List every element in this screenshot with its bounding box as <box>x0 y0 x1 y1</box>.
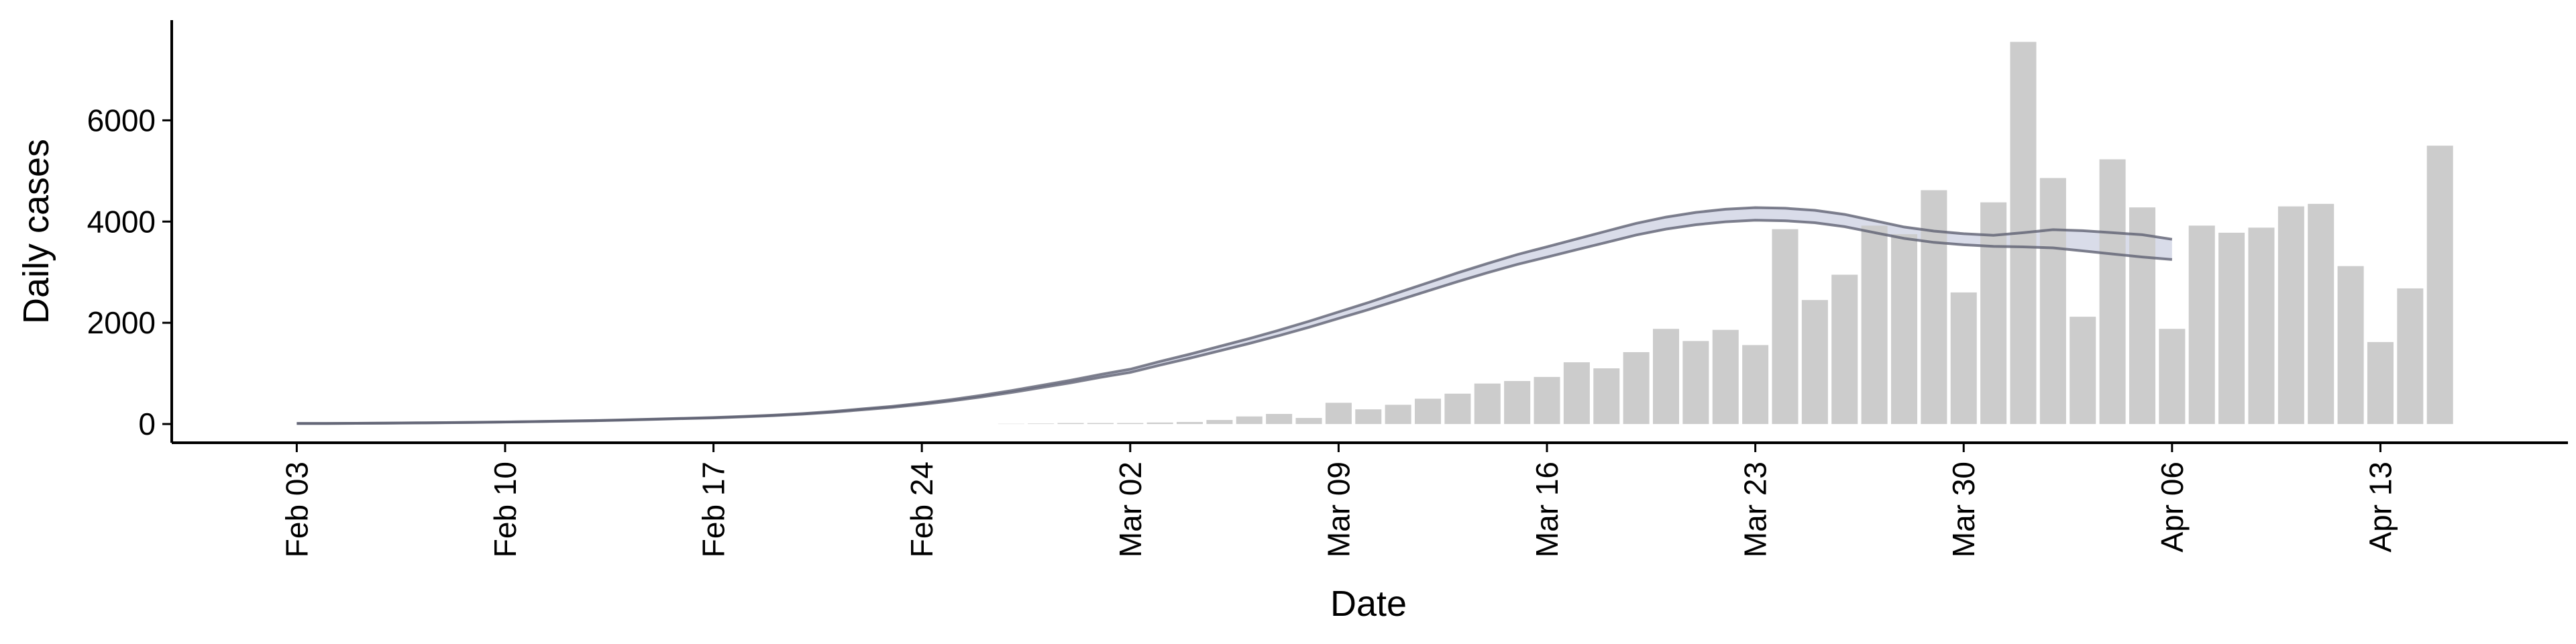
bar <box>2129 207 2155 425</box>
bar <box>1177 422 1203 425</box>
bar <box>1206 420 1233 425</box>
bar <box>1712 329 1739 425</box>
x-axis-title: Date <box>1330 584 1407 624</box>
bar <box>1028 423 1055 425</box>
x-tick-label: Feb 10 <box>488 462 523 557</box>
x-tick-label: Apr 13 <box>2363 462 2398 553</box>
x-tick-label: Mar 02 <box>1113 462 1148 557</box>
bar <box>1950 292 1977 425</box>
line <box>297 206 2173 425</box>
bar <box>1890 234 1918 425</box>
bar <box>1593 368 1620 425</box>
x-tick-label: Mar 23 <box>1738 462 1773 557</box>
bar <box>1355 409 1382 425</box>
y-tick-label: 6000 <box>87 103 156 138</box>
bar <box>1504 380 1531 425</box>
bar <box>1295 418 1322 425</box>
y-tick-label: 0 <box>138 407 156 441</box>
bar <box>2218 232 2245 425</box>
bar <box>2070 317 2096 425</box>
bar <box>1146 422 1173 425</box>
x-tick-label: Mar 09 <box>1321 462 1356 557</box>
bar <box>1772 229 1799 425</box>
x-tick-label: Apr 06 <box>2155 462 2190 553</box>
bar <box>2426 146 2453 425</box>
bar <box>1087 423 1114 425</box>
bar <box>2277 206 2304 425</box>
y-axis-title: Daily cases <box>16 139 56 324</box>
bar <box>2039 178 2066 425</box>
bar <box>1652 329 1680 425</box>
bar <box>1325 402 1352 425</box>
bar <box>1117 423 1144 425</box>
bar <box>1444 393 1471 425</box>
bar <box>1474 383 1501 425</box>
x-tick-label: Mar 30 <box>1946 462 1981 557</box>
y-tick-label: 2000 <box>87 305 156 340</box>
x-tick-label: Mar 16 <box>1529 462 1564 557</box>
bar <box>1236 416 1263 425</box>
bar <box>2159 329 2186 425</box>
bar <box>1563 362 1590 425</box>
bar <box>2367 341 2394 425</box>
bar <box>1682 341 1709 425</box>
line <box>297 219 2172 425</box>
bar <box>1385 405 1411 425</box>
bar <box>1623 352 1650 425</box>
bar <box>2099 159 2126 425</box>
bar <box>1980 202 2007 425</box>
bar <box>2337 266 2364 425</box>
bar <box>1057 423 1084 425</box>
bar <box>2397 288 2424 425</box>
bar <box>1801 300 1828 425</box>
x-tick-label: Feb 03 <box>279 462 314 557</box>
y-tick-label: 4000 <box>87 204 156 239</box>
bar <box>1415 398 1442 425</box>
bar <box>1831 274 1858 425</box>
bar <box>2308 203 2334 425</box>
x-tick-label: Feb 24 <box>904 462 939 557</box>
x-tick-label: Feb 17 <box>696 462 731 557</box>
band <box>297 207 2172 424</box>
bar <box>2188 225 2215 425</box>
bar <box>1861 225 1888 425</box>
bar <box>1921 190 1947 425</box>
bar <box>1534 376 1560 425</box>
bar <box>2248 227 2275 425</box>
bar <box>1266 413 1293 425</box>
bar <box>1742 345 1769 425</box>
